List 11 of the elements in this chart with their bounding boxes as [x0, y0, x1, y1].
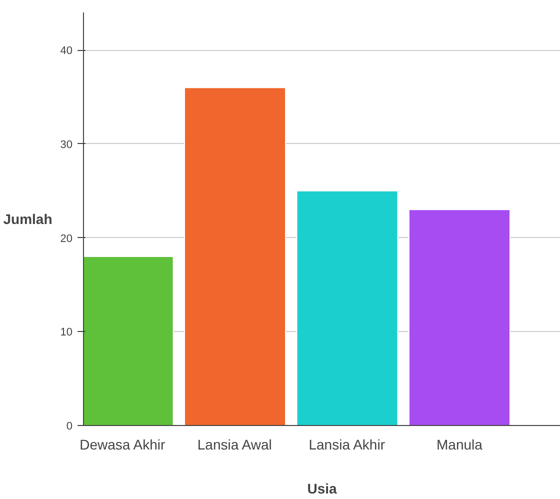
x-tick-label: Lansia Awal: [197, 436, 272, 452]
x-axis-title: Usia: [307, 480, 337, 496]
y-tick-label: 40: [60, 45, 73, 58]
y-tick-label: 30: [60, 138, 73, 151]
x-tick-label: Lansia Akhir: [308, 436, 386, 452]
y-tick-label: 20: [60, 232, 73, 245]
y-tick-label: 10: [60, 326, 73, 339]
y-axis-title: Jumlah: [3, 211, 52, 227]
y-tick-label: 0: [66, 420, 73, 432]
x-tick-label: Manula: [436, 436, 483, 452]
x-tick-label: Dewasa Akhir: [80, 436, 166, 452]
